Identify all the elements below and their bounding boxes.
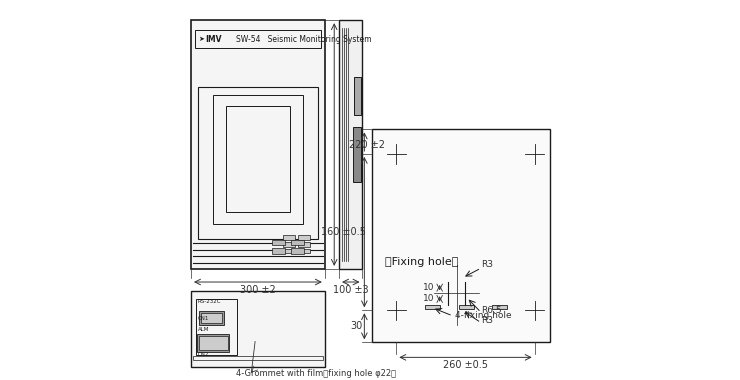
Text: 4-fixing hole: 4-fixing hole bbox=[455, 311, 511, 320]
Bar bbox=[353, 127, 360, 182]
Bar bbox=[283, 249, 295, 253]
Text: 220 ±2: 220 ±2 bbox=[349, 139, 385, 149]
Bar bbox=[199, 311, 223, 325]
Text: 【Fixing hole】: 【Fixing hole】 bbox=[385, 257, 459, 267]
Text: 10: 10 bbox=[423, 283, 434, 292]
Text: ➤: ➤ bbox=[198, 36, 204, 43]
Text: 300 ±2: 300 ±2 bbox=[240, 285, 276, 294]
Bar bbox=[198, 334, 229, 352]
Bar bbox=[191, 291, 325, 367]
Bar bbox=[298, 235, 310, 240]
Bar bbox=[226, 106, 290, 212]
Bar bbox=[354, 78, 361, 115]
Bar bbox=[191, 20, 325, 269]
Text: CN2: CN2 bbox=[198, 352, 209, 357]
Text: 4-Grommet with film（fixing hole φ22）: 4-Grommet with film（fixing hole φ22） bbox=[236, 369, 397, 378]
Bar bbox=[213, 95, 303, 224]
Text: IMV: IMV bbox=[205, 35, 221, 44]
Text: ALM: ALM bbox=[198, 327, 209, 332]
Bar bbox=[199, 336, 228, 350]
Text: RS-232C: RS-232C bbox=[198, 299, 221, 304]
Bar bbox=[272, 249, 285, 254]
Bar bbox=[339, 20, 363, 269]
Bar bbox=[291, 240, 304, 245]
Bar bbox=[195, 30, 321, 49]
FancyBboxPatch shape bbox=[195, 32, 232, 48]
Bar bbox=[201, 313, 222, 323]
Text: R6.5: R6.5 bbox=[481, 306, 502, 315]
Bar bbox=[291, 249, 304, 254]
Text: SW-54   Seismic Monitoring System: SW-54 Seismic Monitoring System bbox=[236, 35, 371, 44]
Bar bbox=[492, 305, 508, 309]
Bar bbox=[198, 87, 318, 239]
Bar bbox=[195, 299, 237, 355]
Bar bbox=[372, 130, 550, 342]
Text: R3: R3 bbox=[481, 317, 493, 325]
Bar bbox=[283, 235, 295, 240]
Bar bbox=[298, 249, 310, 253]
Bar bbox=[272, 240, 285, 245]
Bar bbox=[425, 305, 440, 309]
Text: 30: 30 bbox=[350, 321, 362, 331]
Bar bbox=[283, 242, 295, 247]
Text: 160 ±0.5: 160 ±0.5 bbox=[321, 227, 366, 237]
Text: CN1: CN1 bbox=[198, 316, 209, 321]
Bar bbox=[459, 305, 474, 309]
Bar bbox=[298, 242, 310, 247]
Text: 260 ±0.5: 260 ±0.5 bbox=[443, 360, 488, 370]
Bar bbox=[193, 356, 323, 360]
Text: R3: R3 bbox=[481, 260, 493, 269]
Text: 10: 10 bbox=[423, 294, 434, 304]
Text: 100 ±3: 100 ±3 bbox=[333, 285, 369, 294]
